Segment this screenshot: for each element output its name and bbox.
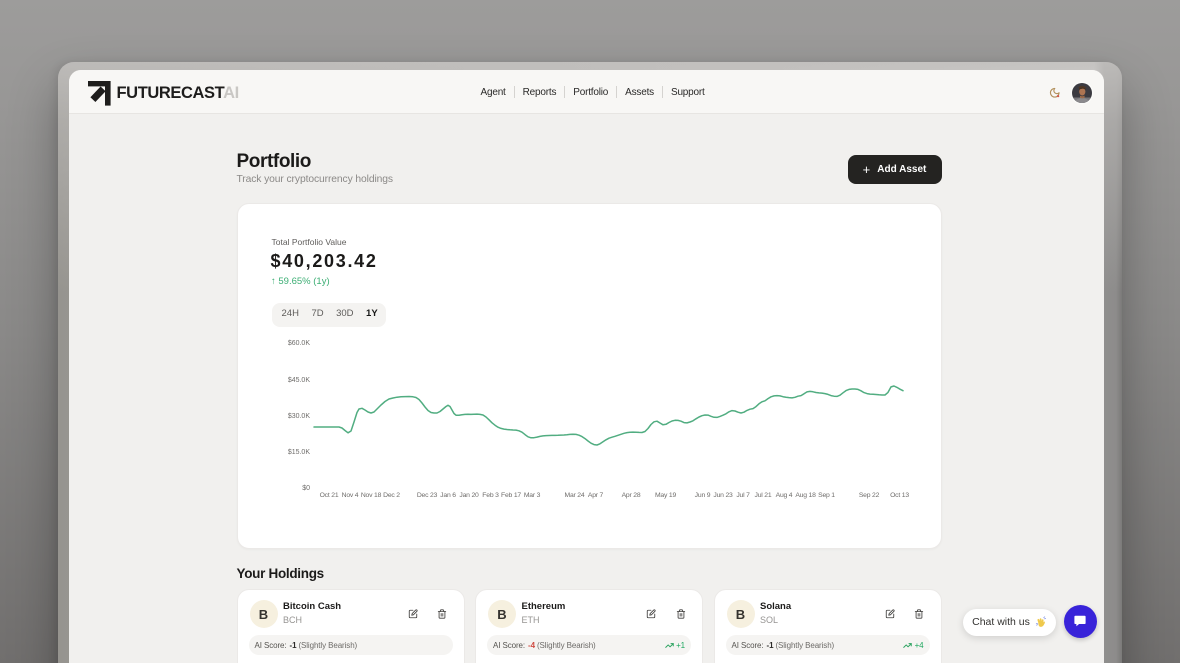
svg-text:Mar 3: Mar 3 — [523, 492, 540, 499]
svg-text:Dec 2: Dec 2 — [383, 492, 400, 499]
svg-text:Sep 1: Sep 1 — [818, 492, 835, 499]
svg-text:Oct 13: Oct 13 — [890, 492, 909, 499]
svg-text:$15.0K: $15.0K — [287, 449, 310, 456]
svg-text:Nov 4: Nov 4 — [341, 492, 358, 499]
svg-text:Mar 24: Mar 24 — [564, 492, 584, 499]
svg-text:Apr 28: Apr 28 — [621, 492, 640, 499]
svg-text:Sep 22: Sep 22 — [858, 492, 879, 499]
svg-text:Aug 4: Aug 4 — [775, 492, 792, 499]
svg-text:Jan 20: Jan 20 — [459, 492, 479, 499]
svg-text:Apr 7: Apr 7 — [587, 492, 603, 499]
svg-text:$30.0K: $30.0K — [287, 413, 310, 420]
svg-text:May 19: May 19 — [654, 492, 676, 499]
svg-text:Dec 23: Dec 23 — [416, 492, 437, 499]
svg-text:Oct 21: Oct 21 — [319, 492, 338, 499]
svg-text:$45.0K: $45.0K — [287, 377, 310, 384]
svg-text:Jul 7: Jul 7 — [736, 492, 750, 499]
svg-text:Feb 17: Feb 17 — [501, 492, 521, 499]
svg-text:$0: $0 — [302, 485, 310, 492]
svg-text:Feb 3: Feb 3 — [482, 492, 499, 499]
svg-text:Jun 23: Jun 23 — [713, 492, 733, 499]
svg-text:$60.0K: $60.0K — [287, 340, 310, 347]
svg-text:Aug 18: Aug 18 — [795, 492, 816, 499]
svg-text:Jun 9: Jun 9 — [694, 492, 710, 499]
svg-text:Jan 6: Jan 6 — [440, 492, 456, 499]
svg-text:Nov 18: Nov 18 — [360, 492, 381, 499]
svg-text:Jul 21: Jul 21 — [754, 492, 771, 499]
